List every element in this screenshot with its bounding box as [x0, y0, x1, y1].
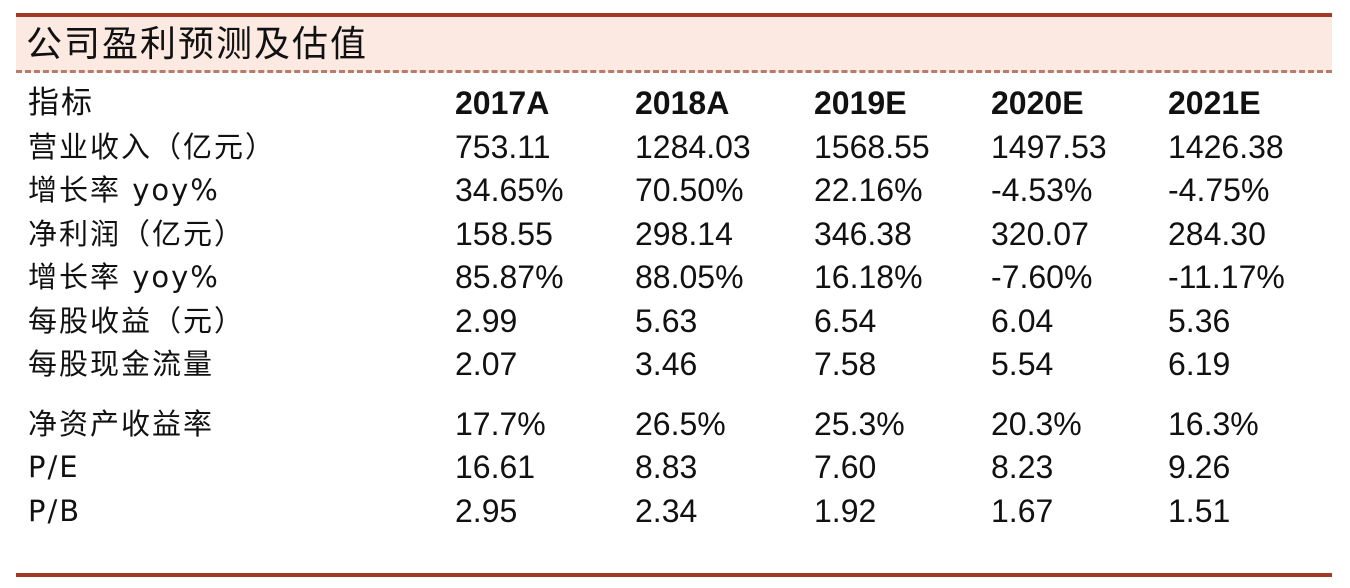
- table-cell: 320.07: [991, 215, 1089, 252]
- table-cell: -7.60%: [991, 259, 1093, 295]
- table-cell: 22.16%: [814, 172, 923, 208]
- table-cell: 158.55: [455, 215, 553, 252]
- bottom-border-rule: [16, 573, 1332, 577]
- table-cell: 7.60: [814, 449, 877, 485]
- table-cell: 20.3%: [991, 405, 1082, 442]
- table-cell: 16.61: [455, 449, 536, 485]
- forecast-table-panel: 公司盈利预测及估值 指标 2017A 2018A 2019E 2020E 202…: [16, 0, 1332, 588]
- table-cell: 3.46: [635, 346, 698, 382]
- table-row-cash-flow-per-share: 每股现金流量 2.07 3.46 7.58 5.54 6.19: [16, 343, 1332, 387]
- table-cell: 5.63: [635, 302, 698, 339]
- table-cell: 1284.03: [635, 128, 751, 165]
- row-label: 每股现金流量: [28, 347, 215, 381]
- table-cell: 284.30: [1168, 215, 1266, 252]
- forecast-table: 指标 2017A 2018A 2019E 2020E 2021E 营业收入（亿元…: [16, 82, 1332, 533]
- table-row-eps: 每股收益（元） 2.99 5.63 6.54 6.04 5.36: [16, 300, 1332, 344]
- header-row: 指标 2017A 2018A 2019E 2020E 2021E: [16, 82, 1332, 126]
- table-cell: 1568.55: [814, 128, 930, 165]
- row-label: 增长率 yoy%: [28, 260, 220, 294]
- table-cell: 7.58: [814, 346, 877, 382]
- header-label: 指标: [28, 85, 94, 121]
- table-cell: 346.38: [814, 215, 912, 252]
- table-cell: 9.26: [1168, 449, 1231, 485]
- year-header-2019e: 2019E: [814, 85, 907, 121]
- title-dashed-divider: [16, 70, 1332, 73]
- year-header-2021e: 2021E: [1168, 85, 1261, 121]
- table-row-pb: P/B 2.95 2.34 1.92 1.67 1.51: [16, 490, 1332, 534]
- table-row-revenue: 营业收入（亿元） 753.11 1284.03 1568.55 1497.53 …: [16, 126, 1332, 170]
- table-cell: 5.36: [1168, 302, 1231, 339]
- table-row-profit-growth: 增长率 yoy% 85.87% 88.05% 16.18% -7.60% -11…: [16, 256, 1332, 300]
- table-row-roe: 净资产收益率 17.7% 26.5% 25.3% 20.3% 16.3%: [16, 403, 1332, 447]
- table-cell: 8.83: [635, 449, 698, 485]
- table-row-net-profit: 净利润（亿元） 158.55 298.14 346.38 320.07 284.…: [16, 213, 1332, 257]
- table-cell: 6.04: [991, 302, 1054, 339]
- row-label: 每股收益（元）: [28, 303, 246, 338]
- table-cell: 2.99: [455, 302, 518, 339]
- table-cell: 1.67: [991, 492, 1054, 529]
- table-cell: 26.5%: [635, 405, 726, 442]
- year-header-2017a: 2017A: [455, 85, 550, 121]
- table-cell: 1.51: [1168, 492, 1231, 529]
- row-label: P/E: [28, 450, 80, 484]
- table-cell: -11.17%: [1168, 259, 1285, 295]
- table-cell: 2.95: [455, 492, 518, 529]
- year-header-2018a: 2018A: [635, 85, 730, 121]
- table-cell: 1426.38: [1168, 128, 1284, 165]
- table-row-revenue-growth: 增长率 yoy% 34.65% 70.50% 22.16% -4.53% -4.…: [16, 169, 1332, 213]
- table-cell: -4.75%: [1168, 172, 1270, 208]
- table-cell: 17.7%: [455, 405, 546, 442]
- table-cell: 6.19: [1168, 346, 1231, 382]
- table-cell: 298.14: [635, 215, 733, 252]
- table-cell: -4.53%: [991, 172, 1093, 208]
- table-cell: 85.87%: [455, 259, 564, 295]
- row-label: P/B: [28, 493, 82, 528]
- table-cell: 16.18%: [814, 259, 923, 295]
- title-band: 公司盈利预测及估值: [16, 17, 1332, 72]
- table-cell: 88.05%: [635, 259, 744, 295]
- row-label: 营业收入（亿元）: [28, 129, 277, 164]
- table-cell: 2.07: [455, 346, 518, 382]
- year-header-2020e: 2020E: [991, 85, 1084, 121]
- row-spacer: [16, 387, 1332, 403]
- table-cell: 5.54: [991, 346, 1054, 382]
- row-label: 增长率 yoy%: [28, 173, 220, 207]
- table-cell: 2.34: [635, 492, 698, 529]
- row-label: 净利润（亿元）: [28, 216, 246, 251]
- table-cell: 6.54: [814, 302, 877, 339]
- table-cell: 1.92: [814, 492, 877, 529]
- table-title: 公司盈利预测及估值: [26, 24, 369, 65]
- table-cell: 25.3%: [814, 405, 905, 442]
- top-border-rule: [16, 13, 1332, 17]
- table-cell: 8.23: [991, 449, 1054, 485]
- table-cell: 753.11: [455, 128, 551, 165]
- table-cell: 34.65%: [455, 172, 564, 208]
- table-cell: 16.3%: [1168, 405, 1259, 442]
- row-label: 净资产收益率: [28, 406, 215, 441]
- table-row-pe: P/E 16.61 8.83 7.60 8.23 9.26: [16, 446, 1332, 490]
- table-cell: 1497.53: [991, 128, 1107, 165]
- table-cell: 70.50%: [635, 172, 744, 208]
